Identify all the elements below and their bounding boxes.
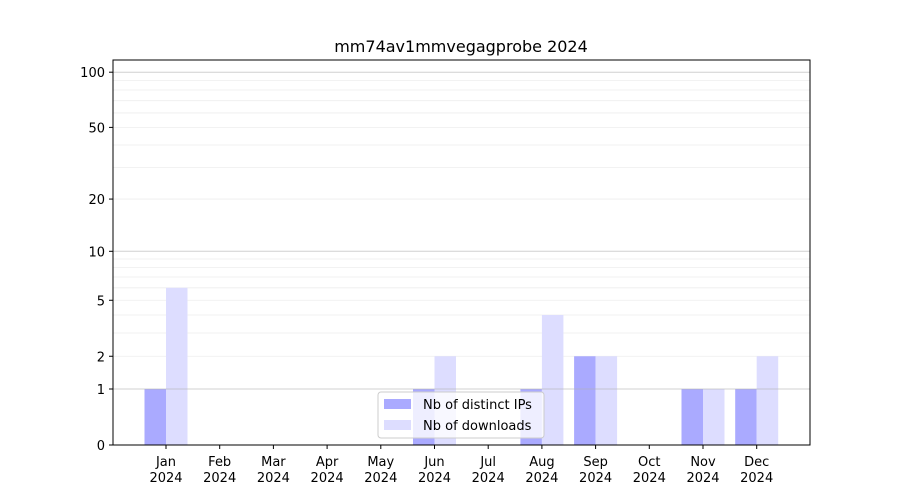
x-tick-label: 2024 [579, 471, 612, 486]
legend-swatch-downloads [384, 420, 411, 430]
x-tick-label: Aug [529, 455, 554, 470]
legend-swatch-ips [384, 399, 411, 409]
x-tick-label: 2024 [149, 471, 182, 486]
bar-downloads-11 [756, 356, 779, 445]
bar-downloads-10 [703, 389, 725, 445]
y-tick-label: 20 [88, 193, 105, 208]
legend-box [377, 391, 545, 439]
x-tick-label: 2024 [633, 471, 666, 486]
y-tick-label: 5 [97, 294, 105, 309]
x-tick-label: 2024 [364, 471, 397, 486]
y-tick-label: 1 [97, 383, 105, 398]
x-tick-label: Jun [423, 455, 444, 470]
y-tick-label: 100 [80, 66, 105, 81]
x-tick-label: Apr [316, 455, 339, 470]
grid [113, 80, 810, 357]
x-tick-label: 2024 [418, 471, 451, 486]
legend-label-downloads: Nb of downloads [423, 419, 532, 434]
x-tick-label: 2024 [686, 471, 719, 486]
x-tick-label: Dec [744, 455, 769, 470]
chart-title: mm74av1mmvegagprobe 2024 [334, 37, 588, 56]
x-axis: Jan2024Feb2024Mar2024Apr2024May2024Jun20… [149, 445, 773, 486]
bar-downloads-8 [595, 356, 618, 445]
y-tick-label: 2 [97, 350, 105, 365]
x-tick-label: Feb [208, 455, 231, 470]
x-tick-label: 2024 [472, 471, 505, 486]
x-tick-label: Mar [261, 455, 286, 470]
x-tick-label: 2024 [311, 471, 344, 486]
bar-ips-0 [144, 389, 166, 445]
x-tick-label: 2024 [203, 471, 236, 486]
x-tick-label: 2024 [257, 471, 290, 486]
y-tick-label: 50 [88, 121, 105, 136]
grid-major [113, 71, 810, 390]
x-tick-label: 2024 [740, 471, 773, 486]
x-tick-label: Jan [155, 455, 176, 470]
x-tick-label: 2024 [525, 471, 558, 486]
plot-frame [112, 59, 811, 446]
x-tick-label: Jul [479, 455, 496, 470]
bar-ips-11 [735, 389, 757, 445]
bar-ips-8 [574, 356, 596, 445]
x-tick-label: Sep [583, 455, 608, 470]
y-tick-label: 0 [97, 439, 105, 454]
legend-label-ips: Nb of distinct IPs [423, 398, 532, 413]
x-tick-label: Oct [638, 455, 660, 470]
y-axis: 0 1 2 5 10 20 50 100 [80, 66, 113, 454]
x-tick-label: May [367, 455, 394, 470]
bar-downloads-7 [541, 314, 564, 445]
y-tick-label: 10 [88, 245, 105, 260]
x-tick-label: Nov [690, 455, 716, 470]
legend: Nb of distinct IPs Nb of downloads [377, 391, 545, 439]
bar-ips-10 [681, 389, 703, 445]
bar-downloads-0 [166, 287, 188, 445]
